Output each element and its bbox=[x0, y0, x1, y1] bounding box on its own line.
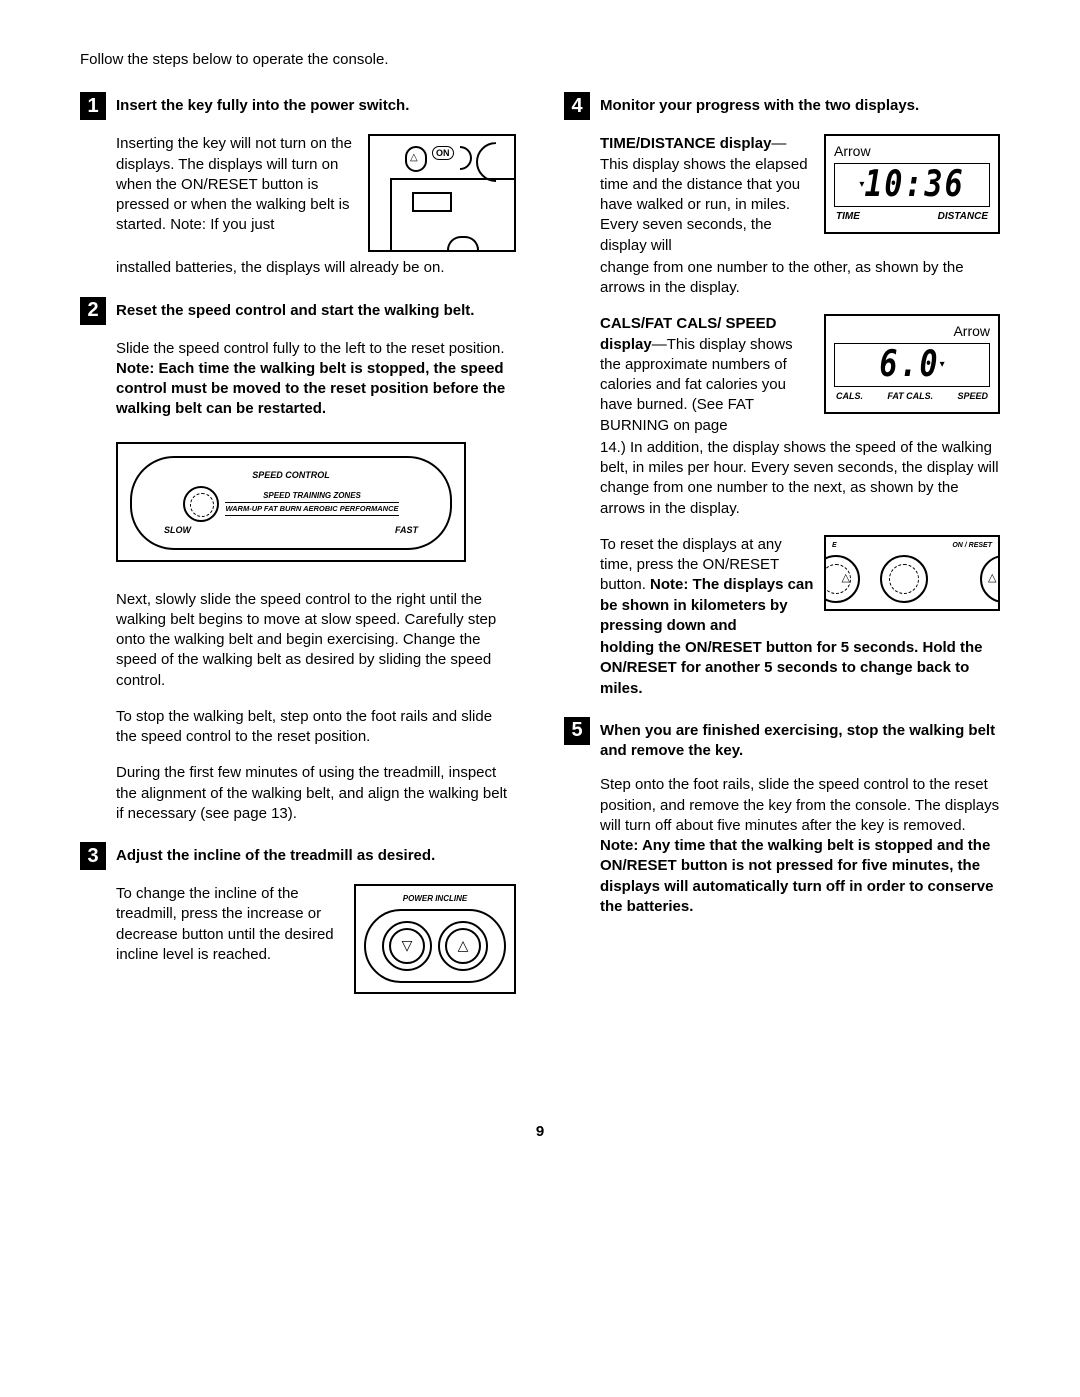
incline-up-icon: △ bbox=[438, 921, 488, 971]
incline-down-icon: ▽ bbox=[382, 921, 432, 971]
step-3-title: Adjust the incline of the treadmill as d… bbox=[116, 842, 435, 866]
figure-time-display: Arrow ▾10:36 TIMEDISTANCE bbox=[824, 134, 1000, 234]
distance-label: DISTANCE bbox=[938, 210, 988, 224]
step-2-p3: To stop the walking belt, step onto the … bbox=[116, 707, 516, 748]
time-body-b: change from one number to the other, as … bbox=[600, 258, 1000, 299]
right-column: 4 Monitor your progress with the two dis… bbox=[564, 92, 1000, 1012]
step-2-p4: During the first few minutes of using th… bbox=[116, 763, 516, 824]
step-3: 3 Adjust the incline of the treadmill as… bbox=[80, 842, 516, 994]
arrow-icon-2: ▾ bbox=[940, 358, 945, 372]
cals-body-b: 14.) In addition, the display shows the … bbox=[600, 438, 1000, 519]
fat-cals-label: FAT CALS. bbox=[867, 390, 953, 402]
step-2-p1: Slide the speed control fully to the lef… bbox=[116, 339, 516, 420]
figure-on-switch: ON bbox=[368, 134, 516, 252]
figure-speed-control: SPEED CONTROL SPEED TRAINING ZONES WARM-… bbox=[116, 442, 466, 562]
reset-btn-left-icon bbox=[824, 555, 860, 603]
cals-label: CALS. bbox=[836, 390, 863, 402]
reset-e-label: E bbox=[832, 541, 837, 550]
step-5: 5 When you are finished exercising, stop… bbox=[564, 717, 1000, 917]
speed-label: SPEED bbox=[957, 390, 988, 402]
step-number-3: 3 bbox=[80, 842, 106, 870]
step-1-p1b: installed batteries, the displays will a… bbox=[116, 258, 516, 278]
speed-zones-label: SPEED TRAINING ZONES bbox=[225, 491, 398, 502]
reset-on-label: ON / RESET bbox=[952, 541, 992, 550]
step-2-title: Reset the speed control and start the wa… bbox=[116, 297, 474, 321]
figure-reset-buttons: E ON / RESET bbox=[824, 535, 1000, 611]
time-distance-head: TIME/DISTANCE dis­play bbox=[600, 135, 771, 152]
display-speed-value: 6.0 bbox=[879, 341, 939, 390]
step-number-4: 4 bbox=[564, 92, 590, 120]
step-4-title: Monitor your progress with the two displ… bbox=[600, 92, 919, 116]
step-1-title: Insert the key fully into the power swit… bbox=[116, 92, 409, 116]
step-1: 1 Insert the key fully into the power sw… bbox=[80, 92, 516, 278]
figure-cals-display: Arrow 6.0▾ CALS. FAT CALS. SPEED bbox=[824, 314, 1000, 414]
step-number-1: 1 bbox=[80, 92, 106, 120]
time-body-a: —This display shows the elapsed time and… bbox=[600, 135, 808, 253]
speed-knob-icon bbox=[183, 486, 219, 522]
step-2-p2: Next, slowly slide the speed control to … bbox=[116, 590, 516, 691]
step-4: 4 Monitor your progress with the two dis… bbox=[564, 92, 1000, 699]
reset-c: holding the ON/RESET button for 5 second… bbox=[600, 638, 1000, 699]
speed-control-label: SPEED CONTROL bbox=[252, 470, 330, 480]
reset-btn-mid-icon bbox=[880, 555, 928, 603]
step-number-2: 2 bbox=[80, 297, 106, 325]
display-time-value: 10:36 bbox=[864, 161, 964, 210]
arrow-label-1: Arrow bbox=[834, 142, 990, 161]
power-incline-label: POWER INCLINE bbox=[364, 894, 506, 905]
step-1-p1a: Inserting the key will not turn on the d… bbox=[116, 135, 352, 233]
step-2: 2 Reset the speed control and start the … bbox=[80, 297, 516, 825]
reset-btn-right-icon bbox=[980, 555, 1000, 603]
step-number-5: 5 bbox=[564, 717, 590, 745]
arrow-label-2: Arrow bbox=[834, 322, 990, 341]
page-number: 9 bbox=[80, 1122, 1000, 1142]
time-label: TIME bbox=[836, 210, 860, 224]
speed-modes-label: WARM-UP FAT BURN AEROBIC PERFORMANCE bbox=[225, 502, 398, 516]
fast-label: FAST bbox=[395, 524, 418, 536]
slow-label: SLOW bbox=[164, 524, 191, 536]
intro-text: Follow the steps below to operate the co… bbox=[80, 50, 1000, 70]
figure-incline: POWER INCLINE ▽ △ bbox=[354, 884, 516, 994]
two-column-layout: 1 Insert the key fully into the power sw… bbox=[80, 92, 1000, 1012]
step-5-title: When you are finished exercising, stop t… bbox=[600, 717, 1000, 762]
on-label: ON bbox=[432, 146, 454, 160]
left-column: 1 Insert the key fully into the power sw… bbox=[80, 92, 516, 1012]
step-5-p1: Step onto the foot rails, slide the spee… bbox=[600, 775, 1000, 917]
step-3-p1: To change the in­cline of the treadmill,… bbox=[116, 885, 334, 963]
